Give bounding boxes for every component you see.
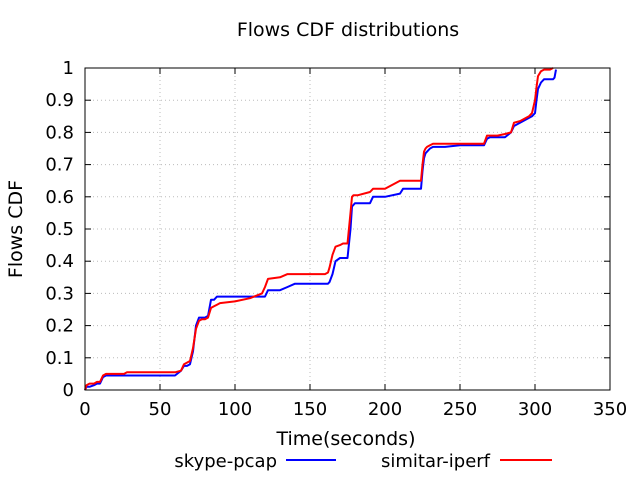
y-tick-label: 0.2 [45,316,74,337]
x-tick-label: 0 [79,399,90,420]
legend-label-skype-pcap: skype-pcap [174,451,277,472]
x-tick-label: 200 [368,399,402,420]
y-tick-label: 1 [63,58,74,79]
series-line-skype-pcap [84,69,557,391]
x-tick-label: 100 [218,399,252,420]
y-tick-label: 0.1 [45,348,74,369]
y-tick-labels: 0 0.1 0.2 0.3 0.4 0.5 0.6 0.7 0.8 0.9 1 [45,58,74,401]
series-line-simitar-iperf [84,67,554,391]
x-tick-label: 300 [518,399,552,420]
plot-lines [84,67,557,391]
x-tick-label: 350 [593,399,627,420]
y-tick-label: 0.3 [45,283,74,304]
x-tick-labels: 0 50 100 150 200 250 300 350 [79,399,627,420]
y-tick-label: 0.5 [45,219,74,240]
grid [85,68,610,390]
legend-label-simitar-iperf: simitar-iperf [381,451,491,472]
axis-ticks [84,67,611,391]
x-tick-label: 150 [293,399,327,420]
x-tick-label: 250 [443,399,477,420]
chart-title: Flows CDF distributions [237,19,459,41]
y-tick-label: 0 [63,380,74,401]
x-tick-label: 50 [149,399,172,420]
y-tick-label: 0.4 [45,251,74,272]
y-tick-label: 0.7 [45,155,74,176]
y-tick-label: 0.6 [45,187,74,208]
x-axis-label: Time(seconds) [276,428,416,450]
y-tick-label: 0.8 [45,122,74,143]
legend: skype-pcap simitar-iperf [174,451,552,472]
y-tick-label: 0.9 [45,90,74,111]
y-axis-label: Flows CDF [5,180,27,278]
